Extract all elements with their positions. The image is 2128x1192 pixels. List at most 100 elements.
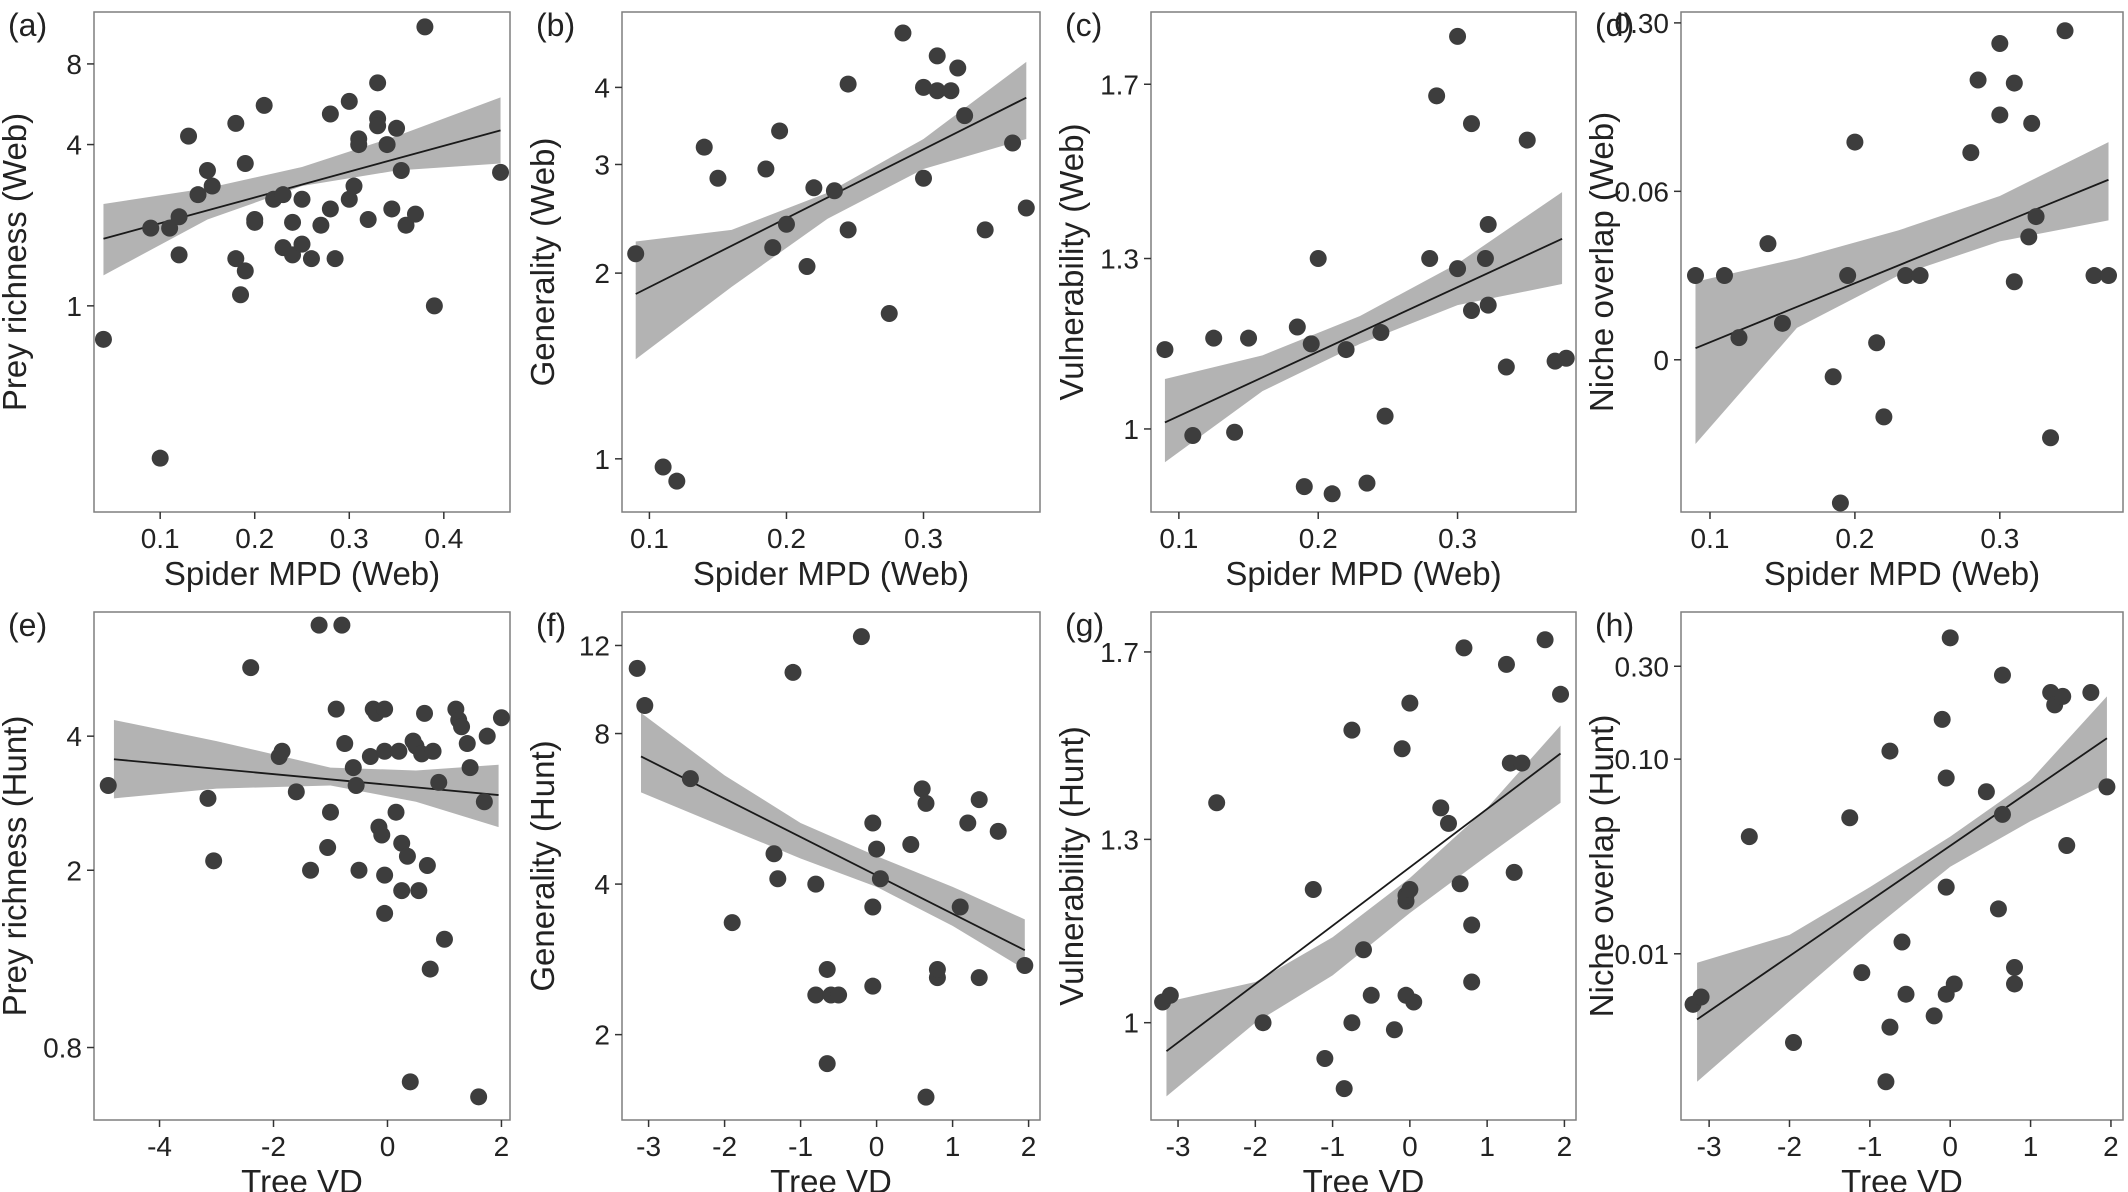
data-point — [976, 221, 994, 239]
x-tick-label: -2 — [1777, 1131, 1802, 1162]
data-point — [321, 105, 339, 123]
data-point — [1208, 794, 1226, 812]
data-point — [1991, 106, 2009, 124]
data-point — [1846, 133, 1864, 151]
y-tick-label: 3 — [594, 149, 610, 180]
panel-e: -4 -2 0 2 0.8 2 4 Tree VD Prey richness (Hunt) (e… — [0, 607, 511, 1192]
data-point — [274, 186, 292, 204]
y-tick-label: 0.30 — [1615, 8, 1670, 39]
panel-b: 0.1 0.2 0.3 1 2 3 4 Spider MPD (Web) Generality … — [524, 7, 1041, 592]
data-point — [1877, 1073, 1895, 1091]
data-point — [189, 186, 207, 204]
data-point — [1513, 754, 1531, 772]
data-point — [1875, 408, 1893, 426]
data-point — [1937, 769, 1955, 787]
x-tick-label: 0.2 — [1299, 523, 1338, 554]
data-point — [2020, 228, 2038, 246]
data-point — [668, 472, 686, 490]
data-point — [1240, 329, 1258, 347]
data-point — [435, 930, 453, 948]
data-point — [369, 74, 387, 92]
data-point — [1686, 267, 1704, 285]
data-point — [1335, 1080, 1353, 1098]
data-point — [336, 735, 354, 753]
data-point — [1205, 329, 1223, 347]
x-axis-title: Spider MPD (Web) — [693, 555, 969, 592]
y-tick-label: 0.06 — [1615, 176, 1670, 207]
data-point — [1557, 349, 1575, 367]
x-tick-label: 1 — [945, 1131, 961, 1162]
x-axis-title: Spider MPD (Web) — [1225, 555, 1501, 592]
data-point — [1933, 710, 1951, 728]
data-point — [470, 1088, 488, 1106]
data-point — [798, 257, 816, 275]
data-point — [818, 960, 836, 978]
confidence-band — [641, 712, 1025, 970]
data-point — [1016, 956, 1034, 974]
data-point — [805, 179, 823, 197]
data-point — [1989, 900, 2007, 918]
data-point — [2054, 687, 2072, 705]
data-point — [1497, 358, 1515, 376]
data-point — [1831, 494, 1849, 512]
data-point — [1161, 986, 1179, 1004]
panel-label: (e) — [8, 607, 47, 643]
plot-frame — [1680, 611, 2124, 1121]
data-point — [1536, 631, 1554, 649]
panel-label: (a) — [8, 7, 47, 43]
data-point — [393, 834, 411, 852]
panel-label: (g) — [1065, 607, 1104, 643]
regression-line — [1696, 737, 2108, 1021]
data-point — [949, 59, 967, 77]
data-point — [475, 793, 493, 811]
x-tick-label: -1 — [1857, 1131, 1882, 1162]
data-point — [928, 82, 946, 100]
data-point — [777, 215, 795, 233]
y-tick-label: 0.10 — [1615, 744, 1670, 775]
confidence-band — [1695, 142, 2109, 445]
x-tick-label: 0.2 — [235, 523, 274, 554]
data-point — [1476, 250, 1494, 268]
data-point — [1401, 881, 1419, 899]
x-tick-label: 0.3 — [330, 523, 369, 554]
data-point — [287, 783, 305, 801]
data-point — [636, 697, 654, 715]
data-point — [392, 162, 410, 180]
data-point — [430, 773, 448, 791]
data-point — [1911, 267, 1929, 285]
data-point — [1288, 318, 1306, 336]
y-tick-label: 1 — [66, 291, 82, 322]
data-point — [1730, 329, 1748, 347]
data-point — [1759, 235, 1777, 253]
data-point — [765, 845, 783, 863]
data-point — [340, 190, 358, 208]
confidence-band — [113, 719, 499, 828]
y-tick-label: 1 — [1123, 1008, 1139, 1039]
data-point — [1295, 478, 1313, 496]
data-point — [236, 154, 254, 172]
data-point — [416, 704, 434, 722]
data-point — [376, 742, 394, 760]
y-axis-title: Generality (Hunt) — [524, 740, 561, 991]
data-point — [1881, 1018, 1899, 1036]
x-tick-label: 0 — [1402, 1131, 1418, 1162]
panel-label: (d) — [1595, 7, 1634, 43]
y-tick-label: 2 — [66, 855, 82, 886]
data-point — [1479, 215, 1497, 233]
data-point — [458, 735, 476, 753]
data-point — [2006, 975, 2024, 993]
regression-line — [1165, 752, 1562, 1052]
y-axis-title: Vulnerability (Web) — [1053, 124, 1090, 401]
data-point — [2006, 959, 2024, 977]
y-tick-label: 8 — [66, 49, 82, 80]
data-point — [361, 748, 379, 766]
x-tick-label: 0.1 — [630, 523, 669, 554]
panel-label: (h) — [1595, 607, 1634, 643]
y-tick-label: 0.8 — [43, 1033, 82, 1064]
x-tick-label: 2 — [1557, 1131, 1573, 1162]
data-point — [319, 838, 337, 856]
data-point — [421, 960, 439, 978]
data-point — [326, 250, 344, 268]
data-point — [94, 330, 112, 348]
